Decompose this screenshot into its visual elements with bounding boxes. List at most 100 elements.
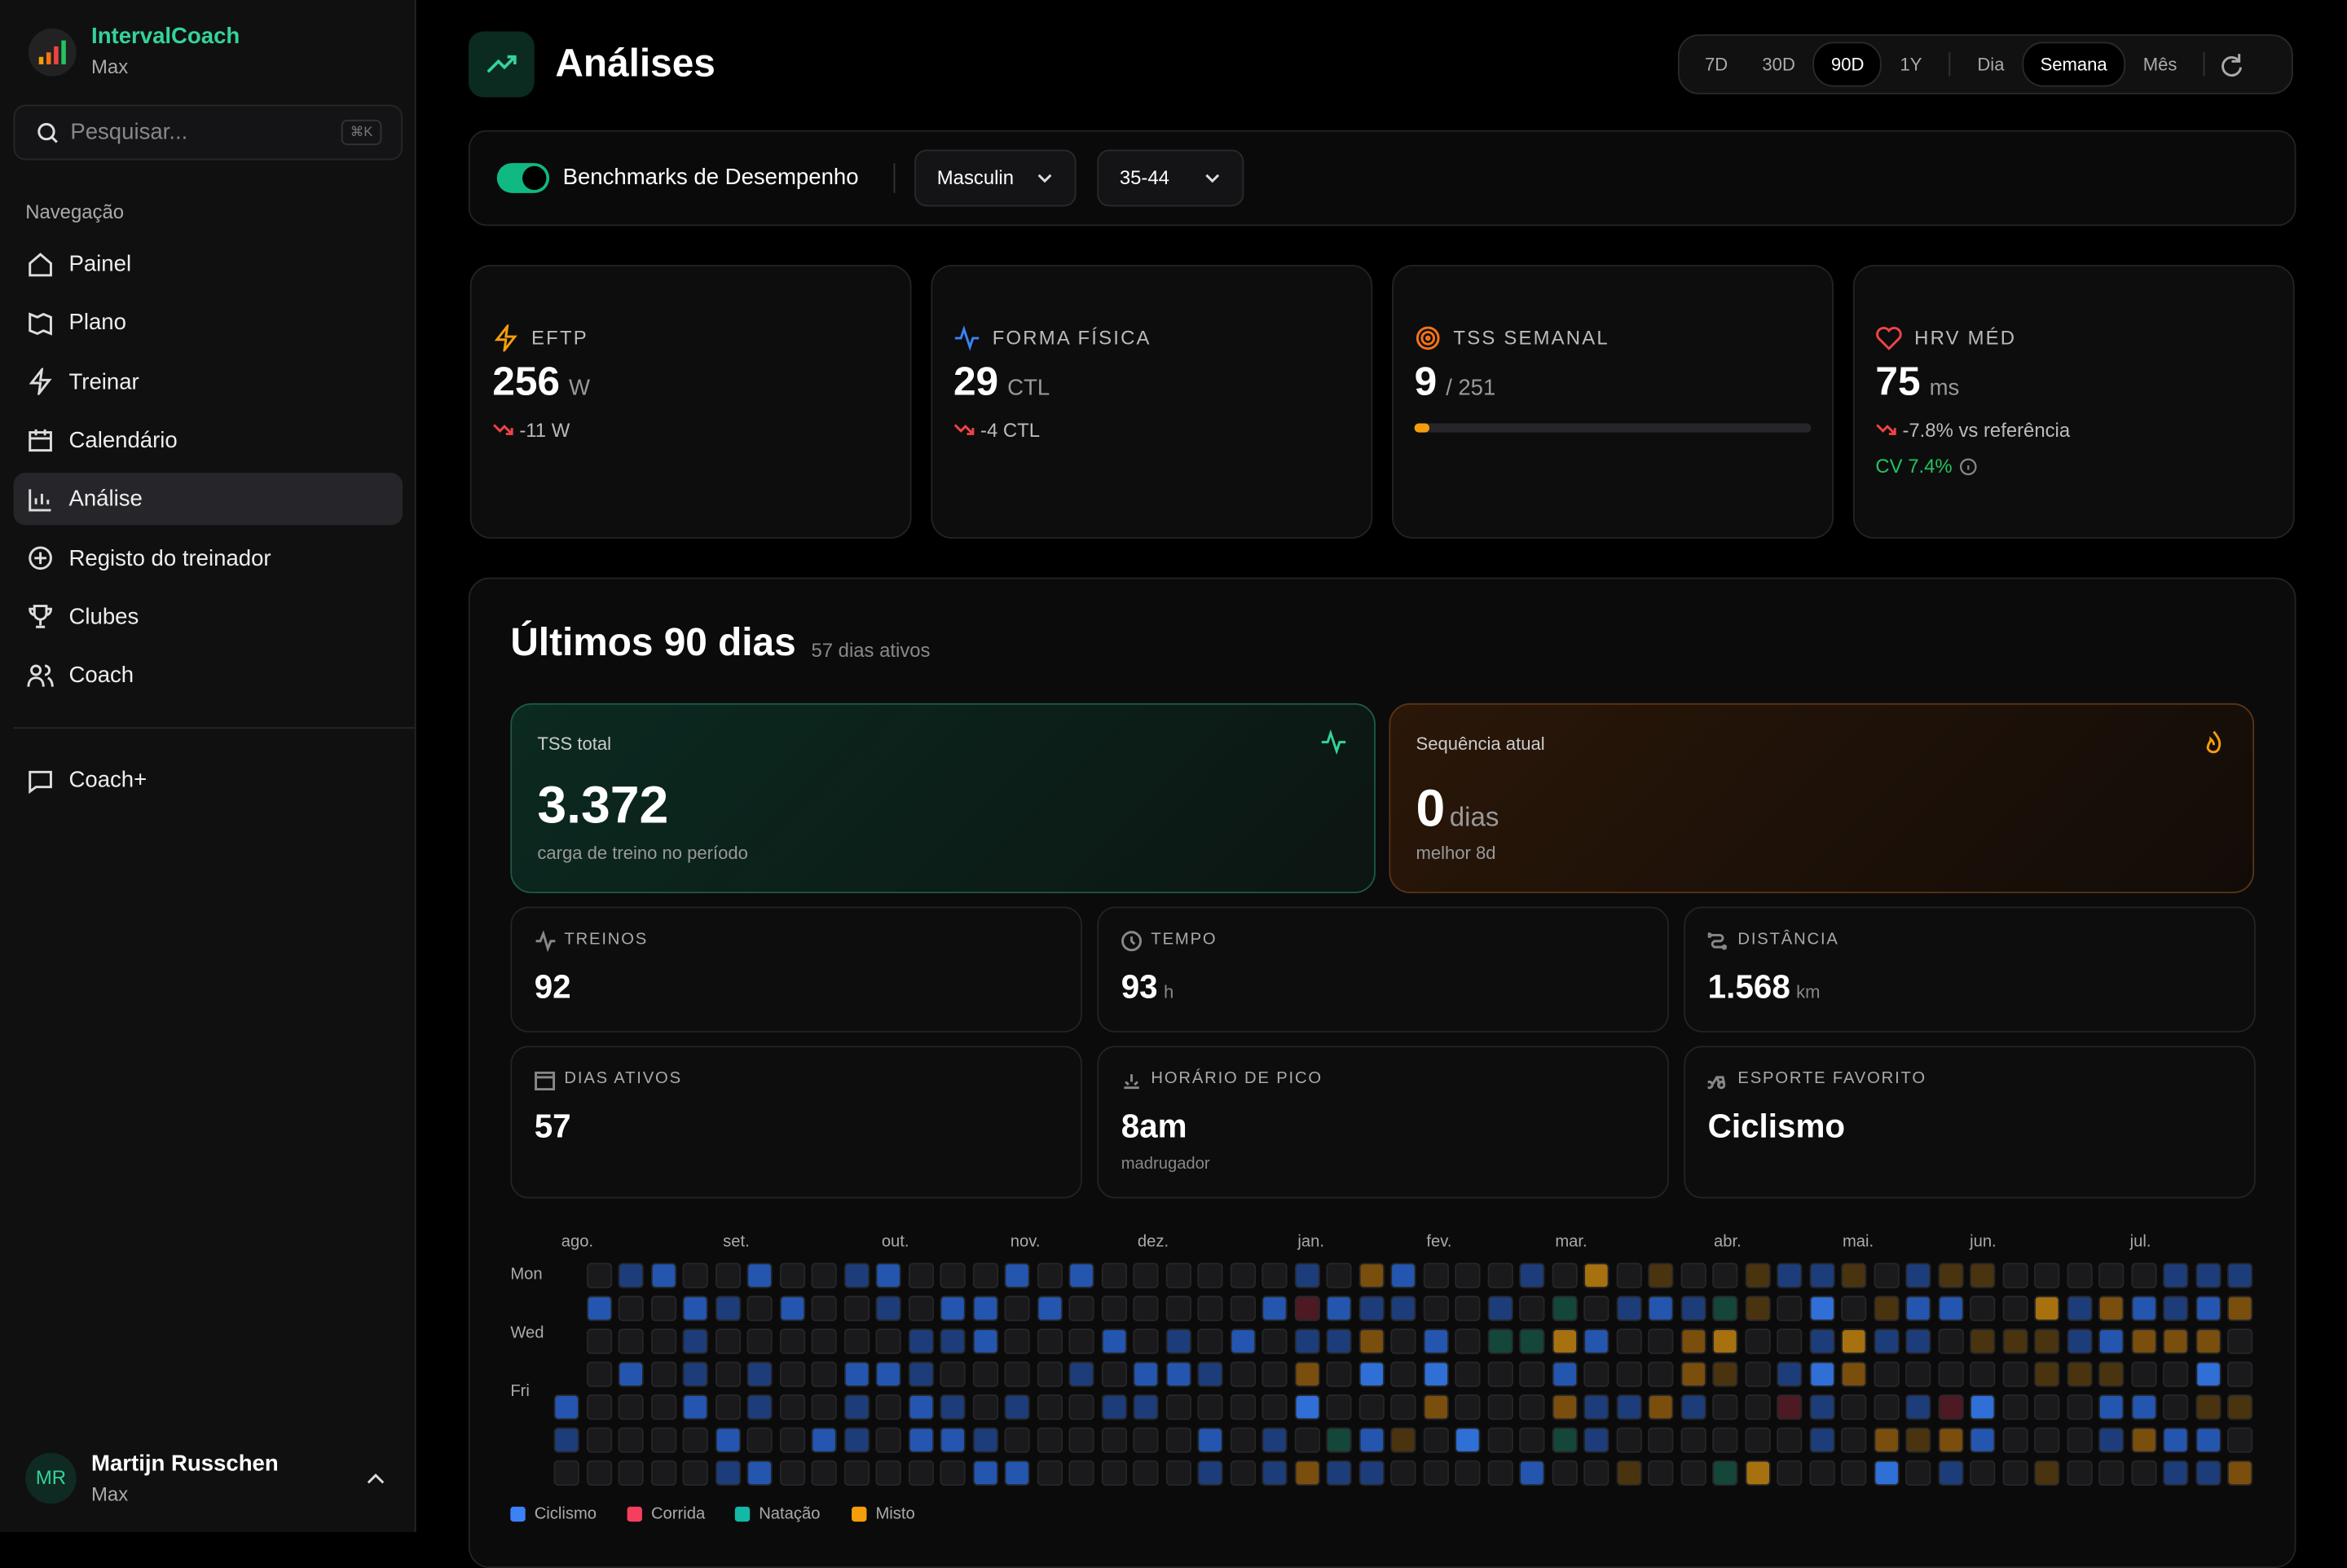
heatmap-cell[interactable] (1390, 1262, 1416, 1288)
heatmap-cell[interactable] (2034, 1427, 2060, 1453)
heatmap-cell[interactable] (1970, 1394, 1996, 1420)
heatmap-cell[interactable] (1358, 1394, 1385, 1420)
heatmap-cell[interactable] (811, 1295, 837, 1322)
heatmap-cell[interactable] (1358, 1460, 1385, 1487)
heatmap-cell[interactable] (2034, 1460, 2060, 1487)
heatmap-cell[interactable] (1712, 1361, 1738, 1387)
heatmap-cell[interactable] (940, 1328, 966, 1354)
heatmap-cell[interactable] (1905, 1427, 1931, 1453)
heatmap-cell[interactable] (2001, 1361, 2028, 1387)
heatmap-cell[interactable] (971, 1295, 998, 1322)
heatmap-cell[interactable] (1422, 1460, 1449, 1487)
heatmap-cell[interactable] (1326, 1295, 1352, 1322)
heatmap-cell[interactable] (2034, 1262, 2060, 1288)
heatmap-cell[interactable] (746, 1262, 773, 1288)
heatmap-cell[interactable] (1680, 1460, 1706, 1487)
heatmap-cell[interactable] (940, 1295, 966, 1322)
heatmap-cell[interactable] (1358, 1328, 1385, 1354)
heatmap-cell[interactable] (1615, 1295, 1641, 1322)
heatmap-cell[interactable] (2130, 1328, 2156, 1354)
heatmap-cell[interactable] (1165, 1427, 1191, 1453)
heatmap-cell[interactable] (1841, 1262, 1867, 1288)
heatmap-cell[interactable] (971, 1460, 998, 1487)
heatmap-cell[interactable] (2130, 1427, 2156, 1453)
heatmap-cell[interactable] (1937, 1460, 1963, 1487)
heatmap-cell[interactable] (2066, 1361, 2092, 1387)
heatmap-cell[interactable] (1905, 1361, 1931, 1387)
heatmap-cell[interactable] (1744, 1460, 1770, 1487)
heatmap-cell[interactable] (2163, 1328, 2189, 1354)
heatmap-cell[interactable] (940, 1394, 966, 1420)
heatmap-cell[interactable] (1165, 1295, 1191, 1322)
heatmap-cell[interactable] (1390, 1460, 1416, 1487)
heatmap-cell[interactable] (1262, 1262, 1288, 1288)
heatmap-cell[interactable] (1937, 1427, 1963, 1453)
heatmap-cell[interactable] (940, 1361, 966, 1387)
heatmap-cell[interactable] (1262, 1460, 1288, 1487)
heatmap-cell[interactable] (2034, 1328, 2060, 1354)
heatmap-cell[interactable] (586, 1460, 612, 1487)
heatmap-cell[interactable] (1712, 1328, 1738, 1354)
heatmap-cell[interactable] (1970, 1460, 1996, 1487)
heatmap-cell[interactable] (1615, 1262, 1641, 1288)
heatmap-cell[interactable] (1905, 1460, 1931, 1487)
heatmap-cell[interactable] (1551, 1460, 1577, 1487)
heatmap-cell[interactable] (1841, 1361, 1867, 1387)
heatmap-cell[interactable] (1486, 1262, 1513, 1288)
heatmap-cell[interactable] (1326, 1394, 1352, 1420)
heatmap-cell[interactable] (1970, 1361, 1996, 1387)
heatmap-cell[interactable] (1873, 1262, 1899, 1288)
heatmap-cell[interactable] (1712, 1427, 1738, 1453)
heatmap-cell[interactable] (875, 1295, 901, 1322)
heatmap-cell[interactable] (843, 1262, 870, 1288)
heatmap-cell[interactable] (779, 1262, 805, 1288)
heatmap-cell[interactable] (875, 1427, 901, 1453)
heatmap-cell[interactable] (1583, 1262, 1609, 1288)
heatmap-cell[interactable] (1937, 1295, 1963, 1322)
heatmap-cell[interactable] (1712, 1394, 1738, 1420)
heatmap-cell[interactable] (1358, 1427, 1385, 1453)
heatmap-cell[interactable] (1455, 1361, 1481, 1387)
heatmap-cell[interactable] (1648, 1394, 1674, 1420)
segment-button[interactable]: 7D (1705, 54, 1728, 75)
heatmap-cell[interactable] (2098, 1394, 2125, 1420)
heatmap-cell[interactable] (1390, 1295, 1416, 1322)
heatmap-cell[interactable] (1777, 1262, 1803, 1288)
heatmap-cell[interactable] (1486, 1295, 1513, 1322)
heatmap-cell[interactable] (811, 1394, 837, 1420)
heatmap-cell[interactable] (1873, 1361, 1899, 1387)
segment-button[interactable]: Semana (2022, 42, 2125, 87)
heatmap-cell[interactable] (1197, 1262, 1223, 1288)
heatmap-cell[interactable] (2001, 1394, 2028, 1420)
segment-button[interactable]: 30D (1762, 54, 1795, 75)
heatmap-cell[interactable] (1808, 1262, 1834, 1288)
heatmap-cell[interactable] (1744, 1361, 1770, 1387)
heatmap-cell[interactable] (1422, 1262, 1449, 1288)
heatmap-cell[interactable] (1519, 1460, 1545, 1487)
heatmap-cell[interactable] (1004, 1427, 1030, 1453)
heatmap-cell[interactable] (1293, 1427, 1320, 1453)
heatmap-cell[interactable] (1036, 1460, 1063, 1487)
heatmap-cell[interactable] (1905, 1295, 1931, 1322)
heatmap-cell[interactable] (1808, 1361, 1834, 1387)
heatmap-cell[interactable] (2066, 1328, 2092, 1354)
heatmap-cell[interactable] (1583, 1361, 1609, 1387)
heatmap-cell[interactable] (1680, 1427, 1706, 1453)
heatmap-cell[interactable] (1808, 1427, 1834, 1453)
heatmap-cell[interactable] (1455, 1394, 1481, 1420)
heatmap-cell[interactable] (2034, 1295, 2060, 1322)
heatmap-cell[interactable] (1100, 1262, 1127, 1288)
heatmap-cell[interactable] (618, 1427, 644, 1453)
heatmap-cell[interactable] (586, 1262, 612, 1288)
heatmap-cell[interactable] (1648, 1295, 1674, 1322)
heatmap-cell[interactable] (2001, 1427, 2028, 1453)
heatmap-cell[interactable] (618, 1295, 644, 1322)
heatmap-cell[interactable] (1262, 1394, 1288, 1420)
heatmap-cell[interactable] (2195, 1394, 2221, 1420)
heatmap-cell[interactable] (1293, 1328, 1320, 1354)
heatmap-cell[interactable] (650, 1394, 676, 1420)
heatmap-cell[interactable] (553, 1460, 579, 1487)
nav-item[interactable]: Plano (14, 297, 403, 349)
heatmap-cell[interactable] (907, 1394, 934, 1420)
heatmap-cell[interactable] (2227, 1394, 2253, 1420)
